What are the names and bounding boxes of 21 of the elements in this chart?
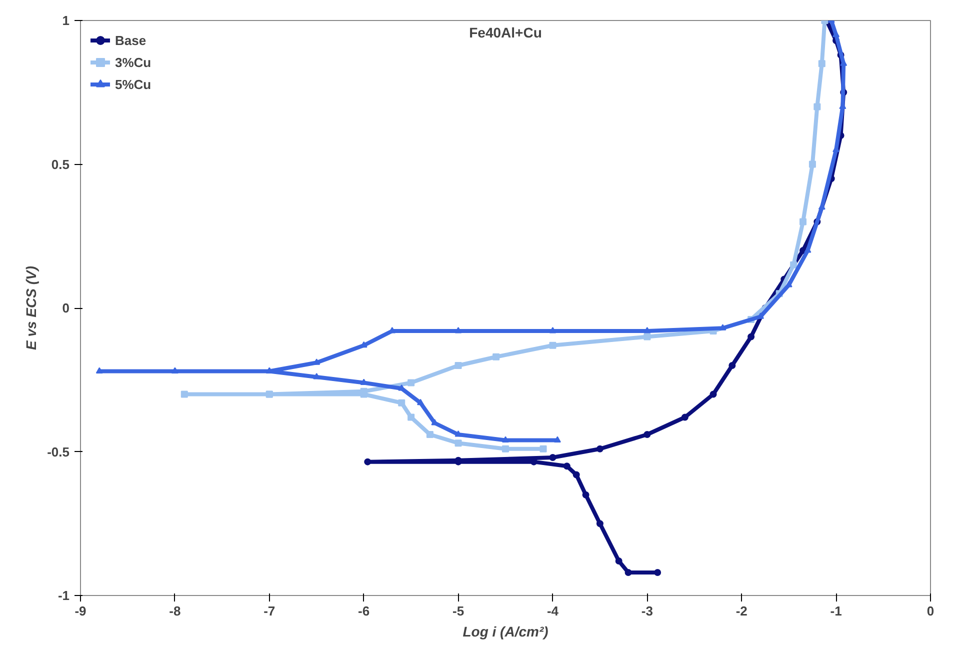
x-tick-label: 0 <box>926 604 934 618</box>
x-tick-label: -9 <box>74 604 86 618</box>
y-tick-label: 1 <box>62 13 70 28</box>
x-tick-label: -8 <box>169 604 181 618</box>
legend-label: 3%Cu <box>115 54 152 70</box>
x-tick-label: -7 <box>264 604 276 618</box>
x-tick-label: -4 <box>546 604 560 618</box>
y-tick-label: 0.5 <box>51 156 70 172</box>
x-tick-label: -6 <box>358 604 370 618</box>
y-tick-label: -1 <box>58 588 70 603</box>
x-tick-label: -3 <box>641 604 653 618</box>
x-tick-label: -5 <box>452 604 464 618</box>
y-tick-label: -0.5 <box>47 444 70 460</box>
x-axis-title: Log i (A/cm²) <box>462 624 549 640</box>
x-tick-label: -2 <box>736 604 748 618</box>
legend-label: 5%Cu <box>115 76 152 92</box>
y-tick-label: 0 <box>62 300 70 316</box>
y-axis-title: E vs ECS (V) <box>23 266 40 350</box>
chart-title: Fe40Al+Cu <box>469 24 542 40</box>
x-tick-label: -1 <box>830 604 842 618</box>
legend-label: Base <box>115 32 146 48</box>
